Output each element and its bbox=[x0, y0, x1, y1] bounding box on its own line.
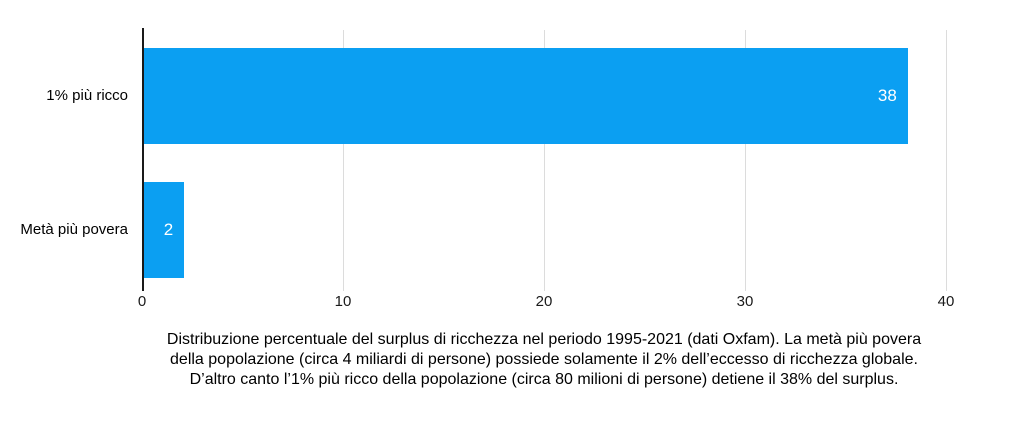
category-label: 1% più ricco bbox=[46, 87, 128, 104]
bar-value-label: 38 bbox=[877, 86, 897, 105]
bar-1: 38 bbox=[144, 48, 908, 144]
plot-area: 38 2 bbox=[142, 28, 988, 291]
y-axis-line bbox=[142, 28, 144, 291]
x-tick-label: 0 bbox=[137, 293, 147, 310]
chart-caption: Distribuzione percentuale del surplus di… bbox=[64, 330, 1024, 390]
x-tick-label: 40 bbox=[937, 293, 955, 310]
category-label: Metà più povera bbox=[20, 221, 128, 238]
bar-value-label: 2 bbox=[163, 220, 174, 239]
gridline-x-30 bbox=[745, 30, 746, 291]
gridline-x-40 bbox=[946, 30, 947, 291]
gridline-x-20 bbox=[544, 30, 545, 291]
caption-line: della popolazione (circa 4 miliardi di p… bbox=[170, 351, 918, 368]
caption-line: Distribuzione percentuale del surplus di… bbox=[166, 331, 922, 348]
x-tick-label: 10 bbox=[334, 293, 352, 310]
x-tick-label: 30 bbox=[736, 293, 754, 310]
caption-line: D’altro canto l’1% più ricco della popol… bbox=[189, 371, 899, 388]
bar-2: 2 bbox=[144, 182, 185, 278]
gridline-x-10 bbox=[343, 30, 344, 291]
x-tick-label: 20 bbox=[535, 293, 553, 310]
